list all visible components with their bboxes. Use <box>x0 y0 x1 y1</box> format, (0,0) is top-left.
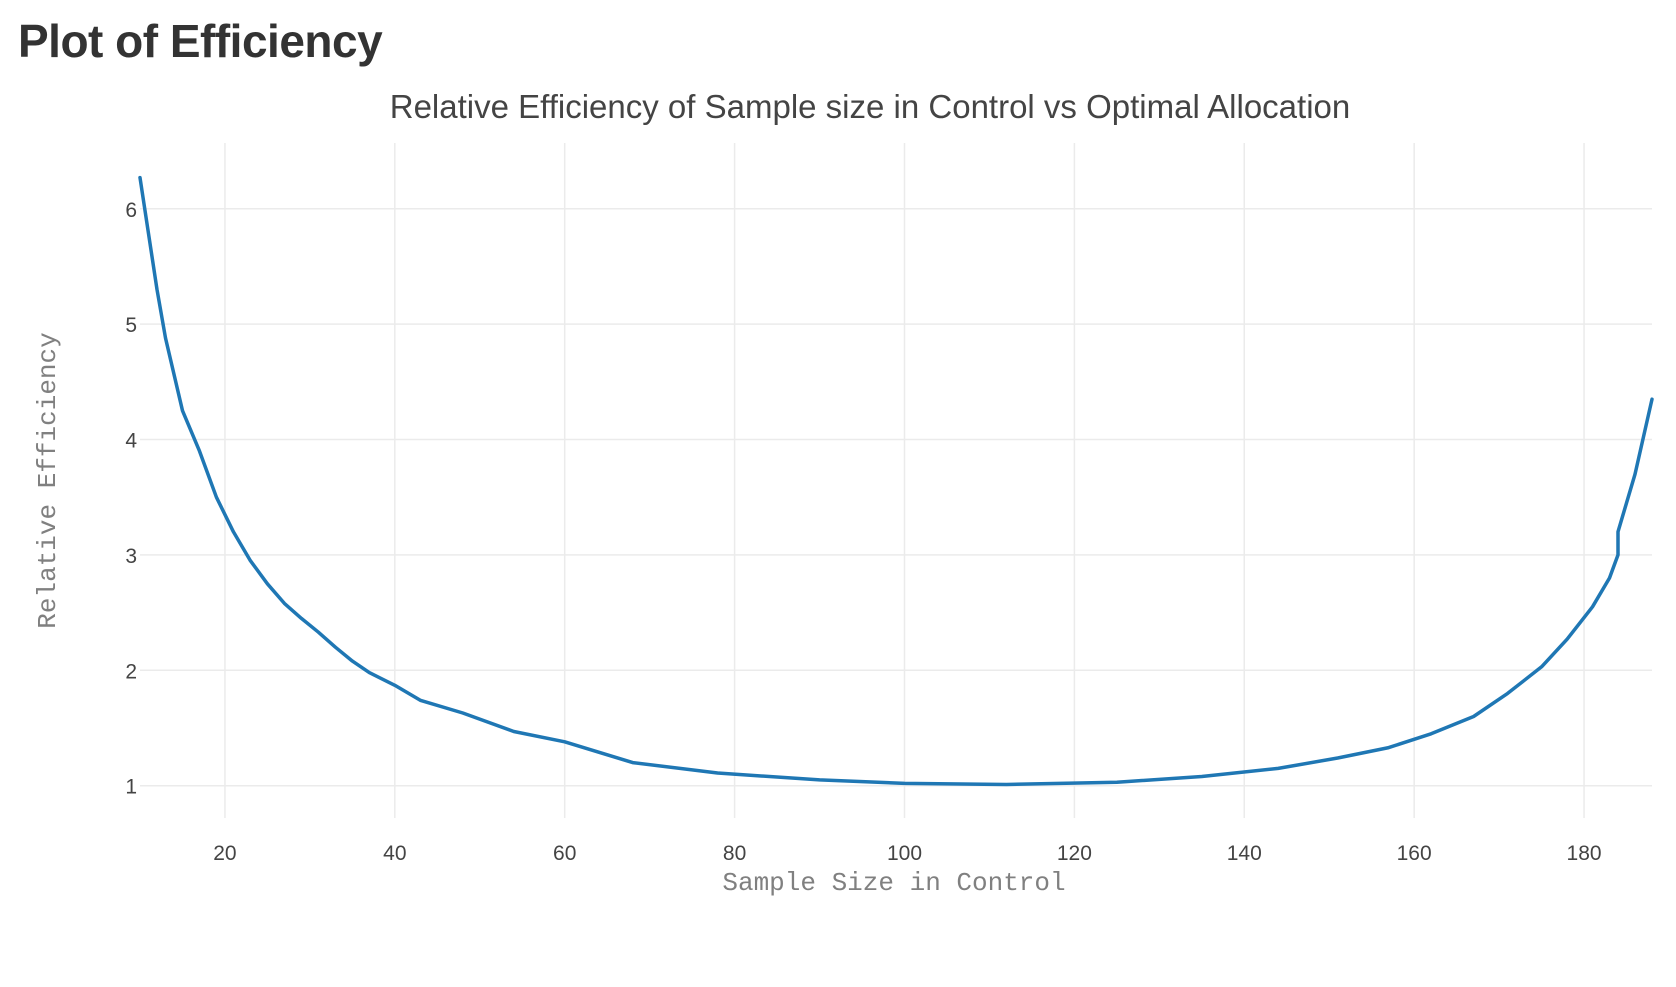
x-tick-label: 80 <box>723 842 746 865</box>
x-tick-label: 120 <box>1057 842 1092 865</box>
x-tick-label: 40 <box>383 842 406 865</box>
y-tick-label: 4 <box>125 430 137 453</box>
chart-title: Relative Efficiency of Sample size in Co… <box>390 88 1350 125</box>
page-title: Plot of Efficiency <box>18 15 383 67</box>
y-axis-title: Relative Efficiency <box>33 332 63 628</box>
data-series <box>138 175 1654 787</box>
x-tick-label: 20 <box>213 842 236 865</box>
y-tick-label: 6 <box>125 199 137 222</box>
x-axis-title: Sample Size in Control <box>722 868 1065 898</box>
efficiency-series-line <box>138 175 1654 787</box>
x-tick-label: 180 <box>1567 842 1602 865</box>
grid-lines <box>140 143 1652 818</box>
x-tick-label: 60 <box>553 842 576 865</box>
tick-labels: 20 40 60 80 100 120 140 160 180 1 2 3 4 5 6 <box>125 199 1601 865</box>
y-tick-label: 1 <box>125 776 137 799</box>
x-tick-label: 140 <box>1227 842 1262 865</box>
y-tick-label: 2 <box>125 660 137 683</box>
y-tick-label: 5 <box>125 314 137 337</box>
x-tick-label: 160 <box>1397 842 1432 865</box>
x-tick-label: 100 <box>887 842 922 865</box>
y-tick-label: 3 <box>125 545 137 568</box>
